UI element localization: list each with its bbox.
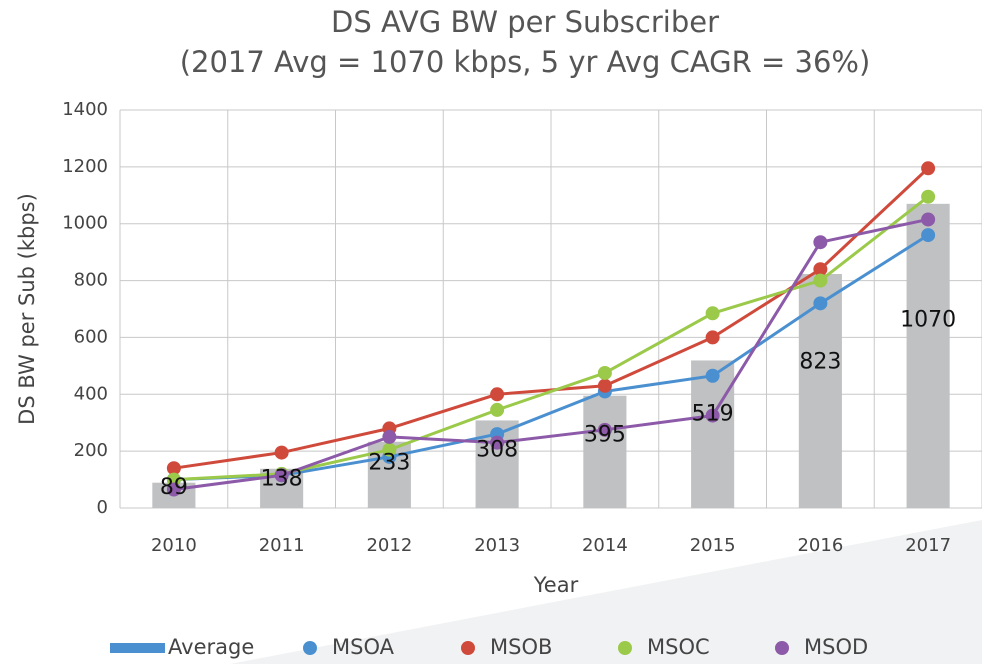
marker [921,161,936,176]
marker [490,402,505,417]
legend-swatch [110,643,165,653]
y-tick-label: 600 [74,326,108,347]
y-tick-label: 1400 [62,99,108,120]
bar [583,395,627,508]
legend-label: MSOD [804,635,868,659]
x-tick-label: 2017 [905,535,951,556]
marker [813,235,828,250]
y-tick-label: 800 [74,270,108,291]
marker [274,445,289,460]
bar [691,360,735,508]
y-tick-label: 200 [74,440,108,461]
x-tick-label: 2011 [259,535,305,556]
legend-marker [775,641,789,655]
marker [921,212,936,227]
y-tick-label: 400 [74,383,108,404]
data-label: 1070 [900,307,956,332]
marker [705,330,720,345]
marker [490,387,505,402]
marker [813,296,828,311]
y-axis-label: DS BW per Sub (kbps) [15,193,39,425]
marker [705,306,720,321]
x-tick-label: 2016 [797,535,843,556]
line [173,233,929,482]
marker [597,422,612,437]
legend-label: MSOA [332,635,395,659]
y-tick-label: 0 [97,497,108,518]
data-label: 823 [799,350,841,375]
marker [813,262,828,277]
x-tick-label: 2012 [366,535,412,556]
marker [166,461,181,476]
legend-label: MSOB [490,635,552,659]
marker [274,468,289,483]
y-tick-label: 1000 [62,213,108,234]
x-axis-label: Year [533,573,579,597]
chart-subtitle: (2017 Avg = 1070 kbps, 5 yr Avg CAGR = 3… [180,45,871,79]
data-label: 89 [160,475,188,500]
marker [166,482,181,497]
marker [382,429,397,444]
legend-marker [618,641,632,655]
bar [906,203,950,509]
legend-marker [461,641,475,655]
chart-title: DS AVG BW per Subscriber [331,5,719,39]
x-tick-label: 2015 [690,535,736,556]
marker [490,435,505,450]
data-label: 308 [476,437,518,462]
x-tick-label: 2010 [151,535,197,556]
marker [705,368,720,383]
x-tick-label: 2014 [582,535,628,556]
marker [597,378,612,393]
marker [813,273,828,288]
data-label: 395 [584,423,626,448]
line [173,217,929,492]
marker [921,189,936,204]
marker [921,228,936,243]
legend-marker [303,641,317,655]
marker [382,442,397,457]
marker [705,408,720,423]
legend-label: MSOC [647,635,710,659]
y-tick-label: 1200 [62,156,108,177]
data-label: 519 [692,401,734,426]
marker [166,472,181,487]
legend-label: Average [168,635,254,659]
data-label: 138 [261,466,303,491]
background-shade [230,520,982,664]
data-label: 233 [368,450,410,475]
x-tick-label: 2013 [474,535,520,556]
marker [597,365,612,380]
